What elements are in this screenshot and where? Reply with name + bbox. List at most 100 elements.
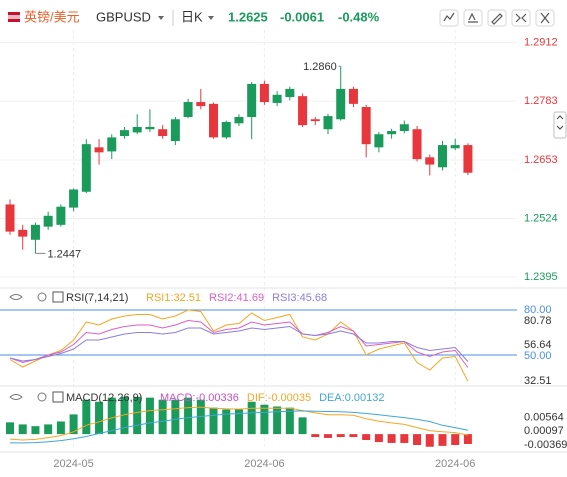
macd-bar	[438, 434, 447, 446]
y-tick-label: 1.2395	[524, 271, 558, 283]
y-tick-label: 1.2524	[524, 212, 558, 224]
eye-icon[interactable]	[9, 294, 23, 300]
y-tick-label: 80.00	[524, 304, 552, 316]
candle-body	[234, 116, 244, 124]
tool-icon	[515, 13, 527, 23]
macd-bar	[324, 434, 332, 438]
candle-body	[196, 102, 206, 107]
macd-bar	[133, 396, 142, 435]
price: 1.2625	[228, 9, 268, 24]
pair-symbol[interactable]: GBPUSD	[96, 9, 151, 24]
tool-button[interactable]	[511, 9, 531, 27]
candle-body	[30, 224, 40, 240]
side-button[interactable]	[553, 111, 567, 139]
macd-bar	[362, 434, 371, 440]
gear-icon[interactable]	[37, 292, 47, 302]
candle-body	[361, 107, 371, 145]
candle-body	[81, 144, 91, 192]
y-tick-label: 80.78	[524, 315, 552, 327]
y-tick-label: 56.64	[524, 339, 552, 351]
macd-bar	[311, 434, 320, 438]
indicator-line	[9, 406, 468, 441]
candle-body	[18, 229, 28, 237]
candle-body	[43, 215, 53, 227]
x-tick-label: 2024-06	[435, 458, 475, 470]
candle-body	[158, 129, 168, 137]
gear-icon[interactable]	[37, 392, 47, 402]
candle-body	[463, 145, 473, 173]
macd-bar	[247, 401, 256, 435]
period[interactable]: 日K	[181, 9, 203, 24]
macd-bar	[463, 434, 472, 444]
tool-icon	[468, 12, 478, 23]
high-annotation: 1.2860	[303, 61, 337, 73]
candle-body	[374, 134, 384, 148]
tool-button[interactable]	[463, 9, 483, 27]
candle-body	[272, 94, 282, 103]
candle-body	[387, 131, 397, 135]
low-annotation: 1.2447	[47, 248, 81, 260]
y-tick-label: 1.2783	[524, 95, 558, 107]
candle-body	[183, 102, 193, 117]
pair-name[interactable]: 英镑/美元	[24, 9, 80, 24]
indicator-line	[9, 309, 469, 382]
macd-bar	[6, 422, 14, 435]
y-tick-label: 1.2912	[524, 37, 558, 49]
indicator-line	[9, 325, 469, 362]
candle-body	[69, 189, 79, 208]
change: -0.0061	[280, 9, 324, 24]
candle-body	[336, 88, 346, 120]
macd-bar	[69, 414, 78, 435]
tool-button[interactable]	[535, 9, 555, 27]
macd-bar	[145, 397, 154, 435]
indicator-line	[10, 410, 469, 444]
candle-body	[285, 88, 295, 98]
macd-bar	[260, 404, 269, 435]
indicator-title: RSI(7,14,21)	[66, 292, 128, 304]
macd-bar	[209, 407, 218, 435]
macd-bar	[336, 434, 345, 438]
candle-body	[119, 130, 129, 137]
eye-icon[interactable]	[9, 394, 23, 400]
candle-body	[437, 145, 447, 168]
candle-body	[56, 206, 66, 225]
legend-entry: RSI3:45.68	[272, 292, 327, 304]
macd-bar	[400, 434, 409, 443]
legend-entry: DIF:-0.00035	[247, 392, 311, 404]
macd-bar	[425, 434, 434, 447]
flag-icon-stripe	[8, 15, 20, 19]
settings-box[interactable]	[52, 291, 64, 303]
macd-bar	[95, 401, 104, 435]
macd-bar	[298, 417, 307, 435]
candle-body	[412, 129, 422, 160]
y-tick-label: 1.2653	[524, 154, 558, 166]
candle-body	[5, 204, 15, 232]
settings-box[interactable]	[52, 391, 64, 403]
candle-body	[323, 116, 333, 130]
candle-body	[170, 119, 180, 142]
x-tick-label: 2024-06	[244, 458, 284, 470]
macd-bar	[374, 434, 383, 443]
candle-body	[298, 96, 308, 126]
macd-bar	[234, 409, 243, 435]
legend-entry: RSI1:32.51	[146, 292, 201, 304]
tool-icon	[443, 12, 455, 22]
candle-body	[221, 121, 231, 138]
macd-bar	[285, 407, 294, 435]
candle-body	[310, 119, 320, 122]
tool-icon	[491, 13, 503, 25]
dropdown-arrow[interactable]	[208, 16, 214, 20]
tool-button[interactable]	[487, 9, 507, 27]
macd-bar	[222, 409, 231, 435]
tool-button[interactable]	[439, 9, 459, 27]
indicator-title: MACD(12,26,9)	[66, 392, 142, 404]
macd-bar	[120, 396, 129, 435]
macd-bar	[451, 434, 460, 445]
dropdown-arrow[interactable]	[158, 16, 164, 20]
macd-bar	[56, 421, 65, 435]
macd-bar	[18, 424, 27, 435]
y-tick-label: 0.00097	[524, 425, 564, 437]
candle-body	[348, 88, 358, 104]
legend-entry: DEA:0.00132	[319, 392, 384, 404]
